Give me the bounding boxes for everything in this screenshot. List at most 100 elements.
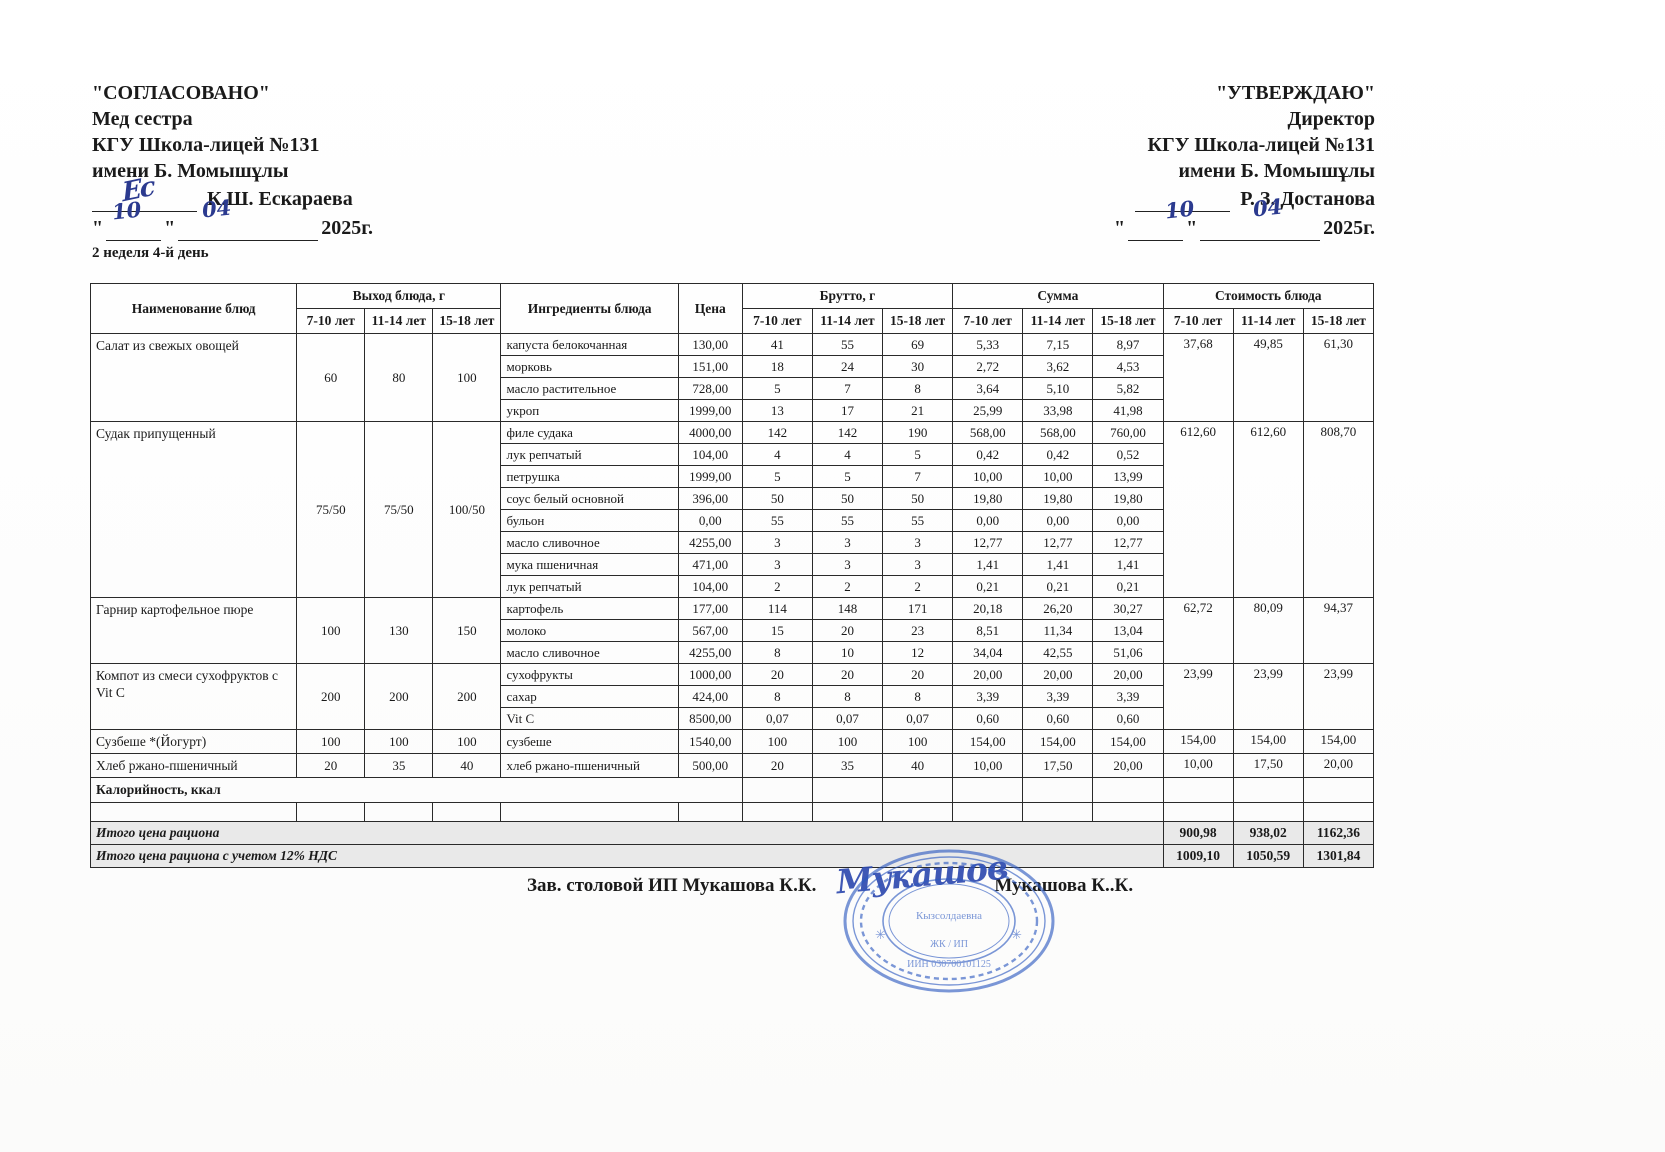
cost-cell-age-1: 17,50 [1232,753,1304,778]
table-row: Компот из смеси сухофруктов с Vit C 200 20… [89,663,1375,730]
svg-text:Кызсолдаевна: Кызсолдаевна [916,910,982,922]
ingredient-price-cell: 104,00 [677,575,743,598]
spacer-cell [882,802,954,822]
col-gross-age-2: 15-18 лет [882,308,954,334]
gross-cell-age-0: 55 [741,509,813,532]
gross-cell-age-1: 17 [811,399,884,422]
total-value-age-1: 938,02 [1232,821,1304,845]
sum-cell-age-0: 3,39 [952,685,1024,708]
gross-cell-age-2: 8 [882,685,954,708]
sum-cell-age-1: 26,20 [1022,597,1094,620]
ingredient-name-cell: сузбеше [500,729,679,754]
col-dish-name: Наименование блюд [89,283,298,334]
gross-cell-age-1: 35 [811,753,884,778]
gross-cell-age-1: 5 [811,465,884,488]
sum-cell-age-0: 19,80 [952,487,1024,510]
gross-cell-age-0: 142 [741,421,813,444]
spacer-cell [1162,802,1234,822]
signature-line-right: Р. З. Достанова [1114,186,1375,212]
approval-person-right: Р. З. Достанова [1240,188,1375,210]
ingredient-price-cell: 8500,00 [677,707,743,730]
ingredient-name-cell: укроп [500,399,679,422]
gross-cell-age-2: 21 [882,399,954,422]
dish-name-cell: Компот из смеси сухофруктов с Vit C [89,663,298,730]
ingredient-price-cell: 471,00 [677,553,743,576]
gross-cell-age-1: 8 [811,685,884,708]
gross-cell-age-0: 41 [741,333,813,356]
col-yield-age-0: 7-10 лет [296,308,366,334]
ingredient-name-cell: капуста белокочанная [500,333,679,356]
sum-cell-age-0: 2,72 [952,355,1024,378]
gross-cell-age-1: 7 [811,377,884,400]
ingredient-price-cell: 567,00 [677,619,743,642]
cost-cell-age-0: 62,72 [1162,597,1234,664]
spacer-cell [1232,802,1304,822]
table-row: петрушка 1999,00 5 5 7 10,00 10,00 13,99 [91,465,1374,488]
header-row-groups: Наименование блюд Выход блюда, г Ингреди… [89,283,1375,334]
sum-cell-age-2: 0,00 [1092,509,1164,532]
approval-block-left: "СОГЛАСОВАНО" Мед сестра КГУ Школа-лицей… [92,80,373,241]
cost-cell-age-2: 20,00 [1302,753,1375,778]
yield-cell-age-2: 100 [432,729,502,754]
gross-cell-age-1: 20 [811,663,884,686]
table-row: масло сливочное 4255,00 8 10 12 34,04 42,55 51,… [91,641,1374,664]
signature-line-left: К.Ш. Ескараева [92,186,373,212]
gross-cell-age-2: 8 [882,377,954,400]
gross-cell-age-1: 142 [811,421,884,444]
col-group-cost: Стоимость блюда [1162,283,1375,309]
table-row: бульон 0,00 55 55 55 0,00 0,00 0,00 [91,509,1374,532]
sum-cell-age-1: 12,77 [1022,531,1094,554]
spacer-cell [296,802,366,822]
table-row: Гарнир картофельное пюре 100 130 150 картофе… [89,597,1375,664]
spacer-cell [741,802,813,822]
dish-name-cell: Салат из свежых овощей [89,333,298,422]
ingredient-name-cell: картофель [500,597,679,620]
header-row-ages: 7-10 лет 11-14 лет 15-18 лет 7-10 лет 11… [91,308,1375,334]
ingredient-name-cell: лук репчатый [500,443,679,466]
yield-cell-age-1: 100 [364,729,434,754]
ingredient-name-cell: хлеб ржано-пшеничный [500,753,679,778]
col-sum-age-1: 11-14 лет [1022,308,1094,334]
gross-cell-age-2: 100 [882,729,954,754]
col-group-sum: Сумма [952,283,1164,309]
sum-cell-age-1: 33,98 [1022,399,1094,422]
gross-cell-age-2: 2 [882,575,954,598]
cost-cell-age-2: 94,37 [1302,597,1375,664]
yield-cell-age-2: 40 [432,753,502,778]
gross-cell-age-2: 5 [882,443,954,466]
yield-cell-age-1: 35 [364,753,434,778]
gross-cell-age-2: 40 [882,753,954,778]
cost-cell-age-0: 154,00 [1162,729,1234,754]
col-sum-age-2: 15-18 лет [1092,308,1164,334]
spacer-cell [432,802,502,822]
spacer-cell [811,802,884,822]
sum-cell-age-1: 5,10 [1022,377,1094,400]
gross-cell-age-0: 0,07 [741,707,813,730]
cost-cell-age-1: 23,99 [1232,663,1304,730]
sum-cell-age-2: 3,39 [1092,685,1164,708]
sum-cell-age-2: 5,82 [1092,377,1164,400]
spacer-cell [89,802,298,822]
cost-cell-age-2: 23,99 [1302,663,1375,730]
dish-name-cell: Гарнир картофельное пюре [89,597,298,664]
quote-close-right: " [1186,217,1198,239]
yield-cell-age-1: 130 [364,597,434,664]
approval-org-line2-left: имени Б. Момышұлы [92,160,289,182]
yield-cell-age-0: 20 [296,753,366,778]
spacer-cell [1302,802,1375,822]
svg-text:ИИН 030700101125: ИИН 030700101125 [907,959,991,970]
gross-cell-age-2: 190 [882,421,954,444]
calories-empty-cell [952,777,1024,803]
table-row: сахар 424,00 8 8 8 3,39 3,39 3,39 [91,685,1374,708]
date-line-left: " " 2025г. [92,215,373,241]
col-cost-age-1: 11-14 лет [1232,308,1304,334]
approval-org-line1-right: КГУ Школа-лицей №131 [1147,134,1375,156]
year-right: 2025г. [1323,217,1375,239]
ingredient-name-cell: петрушка [500,465,679,488]
gross-cell-age-1: 3 [811,531,884,554]
menu-table-body: Салат из свежых овощей 60 80 100 капуста бел… [89,333,1375,868]
sum-cell-age-0: 1,41 [952,553,1024,576]
calories-empty-cell [1232,777,1304,803]
sum-cell-age-2: 154,00 [1092,729,1164,754]
spacer-cell [1022,802,1094,822]
